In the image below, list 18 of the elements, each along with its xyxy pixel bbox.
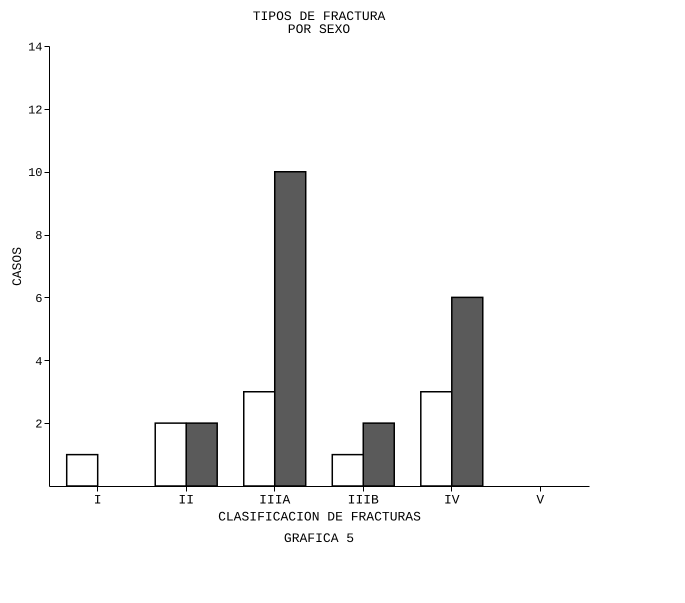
y-axis-title: CASOS xyxy=(10,246,26,286)
y-tick-label: 8 xyxy=(35,229,42,244)
x-tick-label: I xyxy=(94,492,102,508)
y-tick-label: 14 xyxy=(28,40,42,54)
y-tick-label: 6 xyxy=(35,292,42,306)
y-tick-label: 10 xyxy=(28,166,42,180)
y-tick-label: 12 xyxy=(28,103,42,118)
chart-subtitle: POR SEXO xyxy=(288,22,350,37)
x-tick-label: IV xyxy=(444,492,460,508)
x-tick-label: V xyxy=(536,492,544,508)
y-tick-label: 2 xyxy=(35,418,42,432)
x-axis-title: CLASIFICACION DE FRACTURAS xyxy=(218,510,422,524)
text: GRAFICA 5 xyxy=(284,531,354,546)
x-tick-label: II xyxy=(178,492,194,508)
x-tick-label: IIIA xyxy=(259,492,291,508)
chart-title: TIPOS DE FRACTURA xyxy=(252,9,386,24)
y-tick-label: 4 xyxy=(35,354,42,369)
x-tick-label: IIIB xyxy=(348,492,380,508)
